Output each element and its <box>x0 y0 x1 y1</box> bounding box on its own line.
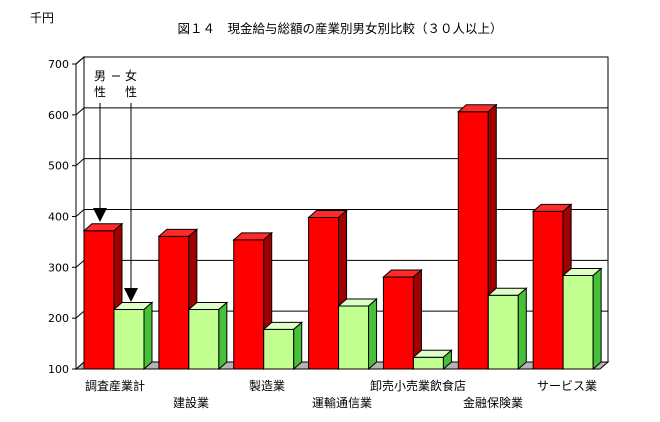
bars <box>82 103 603 371</box>
bar-side <box>517 287 527 371</box>
x-tick-label: 運輸通信業 <box>312 395 372 410</box>
y-tick-label: 600 <box>48 109 69 122</box>
y-tick-label: 300 <box>48 261 69 274</box>
bar-side <box>143 301 153 371</box>
bar-front <box>158 235 190 370</box>
legend-label: 性 <box>94 85 106 99</box>
bar-front <box>188 309 220 370</box>
bar-side <box>218 301 228 371</box>
y-tick-label: 100 <box>48 363 69 376</box>
legend-arrow-head <box>93 208 107 222</box>
bar-side <box>368 297 378 371</box>
x-tick-label: 調査産業計 <box>85 378 145 393</box>
y-tick-label: 500 <box>48 160 69 173</box>
y-tick-label: 400 <box>48 211 69 224</box>
bar-front <box>338 305 370 370</box>
bar-side <box>442 349 452 371</box>
gridline-side <box>75 259 85 268</box>
bar-front <box>532 210 564 370</box>
x-tick-label: サービス業 <box>537 379 597 393</box>
bar-front <box>233 239 265 370</box>
bar-front <box>308 217 340 370</box>
gridline-side <box>75 158 85 167</box>
bar-front <box>412 356 444 370</box>
bar-side <box>592 267 602 371</box>
bar-front <box>487 294 519 370</box>
gridline-side <box>75 209 85 217</box>
bar-front <box>263 328 295 370</box>
gridline-side <box>75 310 85 319</box>
bar-front <box>457 111 489 370</box>
y-axis-unit-label: 千円 <box>30 11 54 25</box>
bar-front <box>113 309 145 370</box>
chart-title: 図１４ 現金給与総額の産業別男女別比較（３０人以上） <box>177 21 502 36</box>
x-tick-label: 建設業 <box>173 395 209 410</box>
x-tick-label: 製造業 <box>249 379 285 393</box>
legend-arrow-head <box>124 288 138 302</box>
legend-label: 男 <box>94 69 106 83</box>
x-tick-label: 卸売小売業飲食店 <box>370 378 466 393</box>
bar-front <box>83 230 115 370</box>
bar-front <box>562 274 594 370</box>
gridline-side <box>75 56 85 65</box>
x-tick-label: 金融保険業 <box>463 395 523 410</box>
gridline-side <box>75 107 85 116</box>
y-tick-label: 200 <box>48 312 69 325</box>
y-tick-label: 700 <box>48 58 69 71</box>
legend-label: 性 <box>125 85 137 99</box>
bar-side <box>293 321 303 371</box>
legend-label: 女 <box>125 68 137 83</box>
bar-front <box>382 276 414 370</box>
